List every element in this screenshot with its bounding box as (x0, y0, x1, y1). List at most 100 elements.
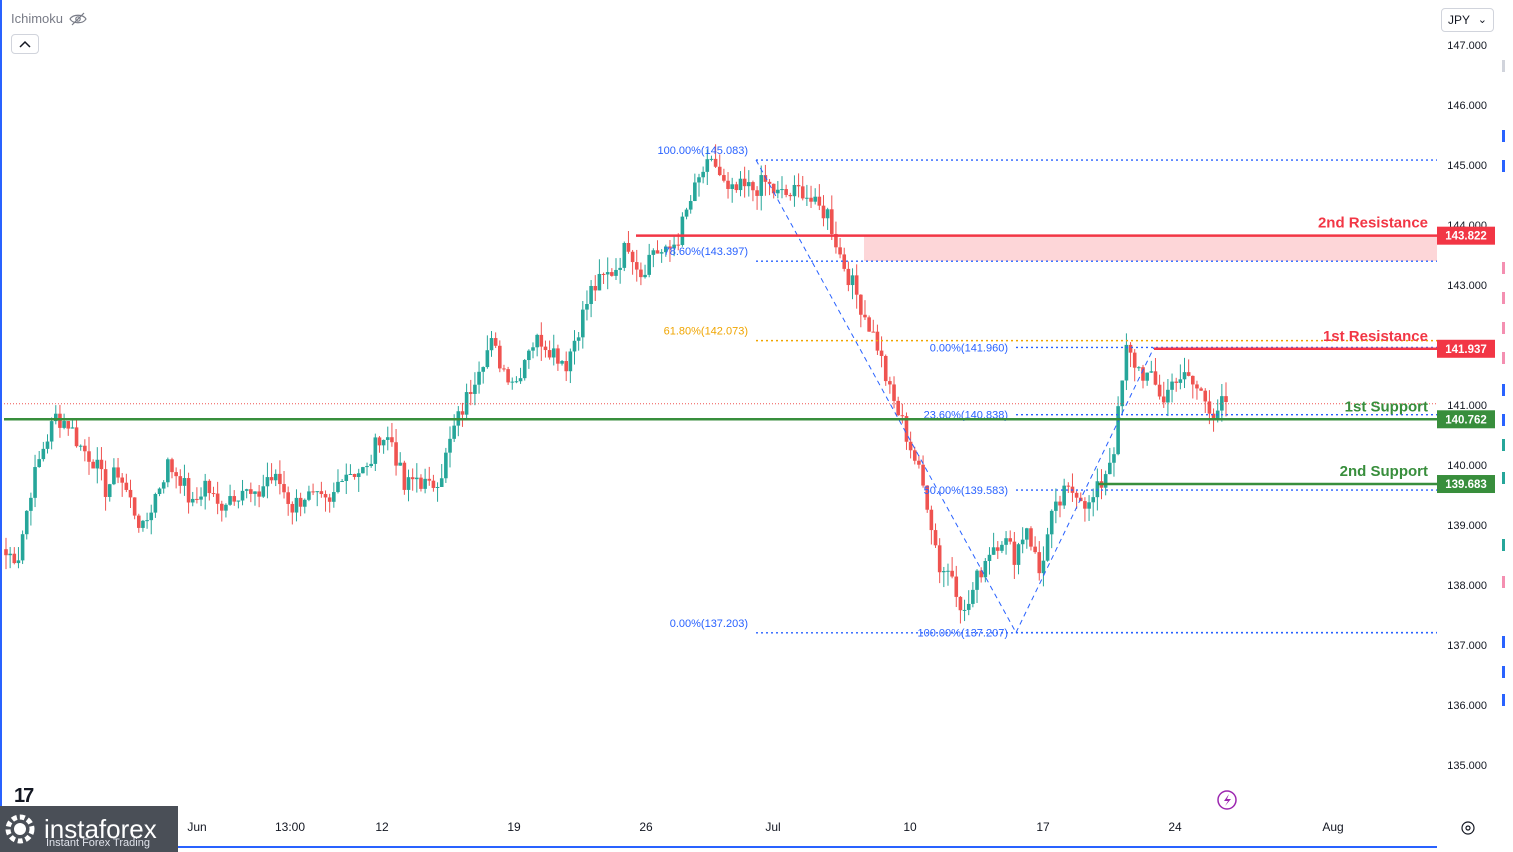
candle-body (340, 480, 344, 482)
candle (66, 421, 71, 436)
candle-body (539, 334, 544, 347)
candle (1220, 383, 1224, 422)
candle-body (116, 467, 120, 478)
candle-body (4, 549, 8, 556)
candle (1074, 490, 1079, 509)
candle (249, 482, 253, 503)
candle (8, 546, 12, 569)
candle-body (435, 486, 440, 488)
eye-hidden-icon[interactable] (69, 12, 87, 26)
candle-body (1207, 401, 1212, 414)
candle-body (634, 262, 639, 270)
price-tick-label: 143.000 (1447, 280, 1487, 292)
candle (91, 459, 95, 469)
candle-body (929, 509, 934, 531)
candle (493, 332, 498, 349)
candle (278, 460, 282, 495)
scale-marker (1502, 694, 1505, 706)
candle (153, 492, 158, 518)
candle (975, 569, 979, 603)
candle (751, 180, 755, 202)
scale-marker (1502, 384, 1505, 396)
level-price-tag (1437, 475, 1495, 494)
candle-body (1182, 372, 1187, 380)
candle (805, 184, 809, 206)
candle (1087, 495, 1091, 521)
candle (622, 241, 627, 272)
candle (1137, 366, 1141, 372)
candle-body (16, 560, 21, 564)
candle (663, 244, 668, 257)
candle-body (415, 477, 419, 480)
candle (302, 498, 307, 514)
candle-body (838, 247, 842, 255)
candle-body (572, 340, 577, 352)
candle (942, 566, 946, 588)
candle-body (1074, 492, 1079, 498)
candle-body (352, 473, 357, 477)
candle-body (452, 425, 456, 439)
candle-body (485, 350, 490, 368)
candle-body (912, 450, 917, 461)
currency-label: JPY (1448, 13, 1471, 27)
candle-body (1195, 384, 1199, 389)
candle (589, 280, 593, 318)
price-tick-label: 137.000 (1447, 640, 1487, 652)
candle-body (946, 570, 950, 572)
scale-marker (1502, 472, 1505, 484)
candle (738, 171, 743, 197)
candle-body (348, 473, 353, 475)
candle-body (170, 459, 174, 473)
candle-body (157, 488, 162, 495)
indicator-legend[interactable]: Ichimoku (11, 11, 87, 26)
candle (912, 446, 917, 465)
candle-body (361, 467, 365, 474)
candle (668, 240, 672, 262)
candle-body (385, 437, 390, 440)
candle-body (174, 472, 178, 477)
candle (16, 547, 21, 569)
candle (20, 530, 25, 565)
candle-body (448, 438, 452, 453)
candle (593, 275, 598, 301)
candle (83, 439, 87, 462)
candle-body (854, 275, 859, 295)
candle (560, 360, 564, 366)
candle-body (829, 209, 834, 234)
candle-body (987, 554, 992, 561)
candle (340, 478, 344, 483)
candle-body (224, 504, 228, 511)
candle (186, 472, 191, 514)
candle (406, 469, 411, 502)
candle (1145, 372, 1149, 386)
candle (348, 464, 353, 475)
candle-body (1170, 381, 1174, 390)
collapse-legend-button[interactable] (11, 34, 39, 54)
candle-body (842, 254, 847, 269)
tradingview-logo[interactable]: 17 (14, 785, 34, 807)
candle (763, 164, 768, 196)
candle (568, 348, 573, 384)
candle-body (481, 367, 486, 372)
candle (971, 582, 975, 608)
currency-selector[interactable]: JPY ⌄ (1441, 8, 1494, 32)
candle (850, 268, 855, 300)
candle (1091, 488, 1096, 517)
candle (356, 468, 361, 492)
fib1-level-label: 100.00%(145.083) (657, 145, 748, 157)
candle-body (311, 491, 315, 493)
time-tick-label: 12 (375, 820, 389, 834)
scale-marker (1502, 60, 1505, 72)
settings-icon[interactable] (1460, 820, 1476, 836)
candle-body (62, 421, 66, 428)
candle-body (647, 254, 651, 275)
candle (473, 372, 477, 406)
candle-body (402, 462, 407, 490)
candle (883, 354, 888, 386)
candle (605, 257, 610, 290)
candle (1186, 359, 1191, 377)
candle-body (668, 246, 672, 249)
candle-body (12, 553, 17, 564)
candle-body (1004, 538, 1008, 545)
